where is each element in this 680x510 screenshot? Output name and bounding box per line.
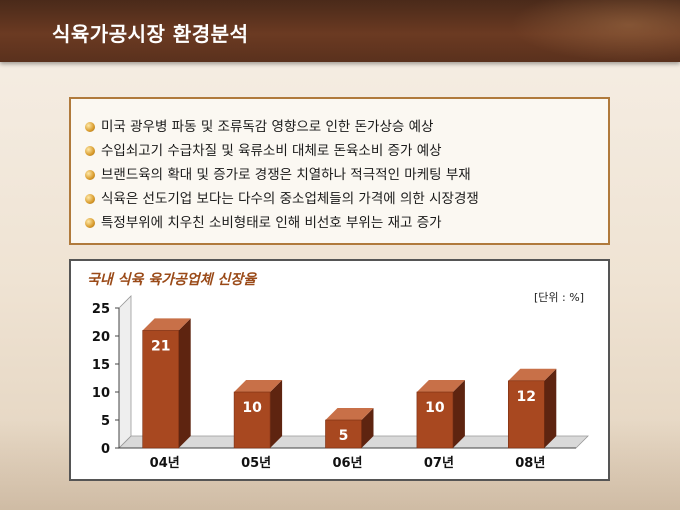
y-tick-label: 15 xyxy=(92,358,110,373)
bar-value-label: 10 xyxy=(425,400,445,416)
bullet-item: 브랜드육의 확대 및 증가로 경쟁은 치열하나 적극적인 마케팅 부재 xyxy=(85,163,608,187)
bullet-text: 식육은 선도기업 보다는 다수의 중소업체들의 가격에 의한 시장경쟁 xyxy=(101,191,479,207)
x-tick-label: 06년 xyxy=(332,456,362,471)
chart-side-wall xyxy=(118,295,132,449)
bullet-text: 수입쇠고기 수급차질 및 육류소비 대체로 돈육소비 증가 예상 xyxy=(101,143,442,159)
chart-title: 국내 식육 육가공업체 신장율 xyxy=(87,272,257,288)
bar-top xyxy=(508,368,557,381)
bar-top xyxy=(325,408,374,420)
chart-unit-label: [단위 : %] xyxy=(534,291,584,304)
bullet-item: 특정부위에 치우친 소비형태로 인해 비선호 부위는 재고 증가 xyxy=(85,211,608,235)
bullet-item: 수입쇠고기 수급차질 및 육류소비 대체로 돈육소비 증가 예상 xyxy=(85,139,608,163)
bullet-icon xyxy=(85,194,95,204)
x-tick-label: 05년 xyxy=(241,456,271,471)
x-tick-label: 08년 xyxy=(515,456,545,471)
bullet-icon xyxy=(85,146,95,156)
bar xyxy=(142,330,179,449)
y-tick-label: 5 xyxy=(101,414,110,429)
bar-top xyxy=(416,380,465,392)
bar-side xyxy=(544,368,557,448)
bullet-list: 미국 광우병 파동 및 조류독감 영향으로 인한 돈가상승 예상 수입쇠고기 수… xyxy=(71,99,608,235)
bar-value-label: 21 xyxy=(151,338,170,354)
x-tick-label: 04년 xyxy=(150,456,180,471)
bar-top xyxy=(142,318,191,331)
bar xyxy=(507,380,545,449)
y-tick-label: 0 xyxy=(101,442,110,457)
bullet-text: 브랜드육의 확대 및 증가로 경쟁은 치열하나 적극적인 마케팅 부재 xyxy=(101,167,471,183)
slide-header: 식육가공시장 환경분석 xyxy=(0,0,680,62)
y-tick-label: 20 xyxy=(92,330,110,345)
chart-panel: 국내 식육 육가공업체 신장율 [단위 : %] 0 5 10 15 20 25 21 04년… xyxy=(69,259,610,481)
bar-side xyxy=(178,318,191,448)
bullet-icon xyxy=(85,170,95,180)
bar-chart: 0 5 10 15 20 25 21 04년 10 05년 5 06년 10 07년 12 08년 xyxy=(92,295,589,471)
bullet-icon xyxy=(85,218,95,228)
bar xyxy=(416,391,454,449)
bar-side xyxy=(270,380,283,448)
header-decoration xyxy=(510,0,680,62)
bar-side xyxy=(361,408,374,448)
bullet-panel: 미국 광우병 파동 및 조류독감 영향으로 인한 돈가상승 예상 수입쇠고기 수… xyxy=(69,97,610,245)
bar-top xyxy=(234,380,283,392)
bar-value-label: 10 xyxy=(242,400,262,416)
y-tick-label: 10 xyxy=(92,386,110,401)
bullet-text: 특정부위에 치우친 소비형태로 인해 비선호 부위는 재고 증가 xyxy=(101,215,442,231)
slide-title: 식육가공시장 환경분석 xyxy=(52,22,249,46)
bar-side xyxy=(452,380,465,448)
bullet-icon xyxy=(85,122,95,132)
bar-value-label: 12 xyxy=(517,389,536,405)
bullet-item: 미국 광우병 파동 및 조류독감 영향으로 인한 돈가상승 예상 xyxy=(85,115,608,139)
bar-value-label: 5 xyxy=(339,428,349,444)
bar xyxy=(233,391,271,449)
x-tick-label: 07년 xyxy=(424,456,454,471)
bullet-text: 미국 광우병 파동 및 조류독감 영향으로 인한 돈가상승 예상 xyxy=(101,119,434,135)
bullet-item: 식육은 선도기업 보다는 다수의 중소업체들의 가격에 의한 시장경쟁 xyxy=(85,187,608,211)
y-tick-label: 25 xyxy=(92,302,110,317)
bar xyxy=(325,419,362,449)
